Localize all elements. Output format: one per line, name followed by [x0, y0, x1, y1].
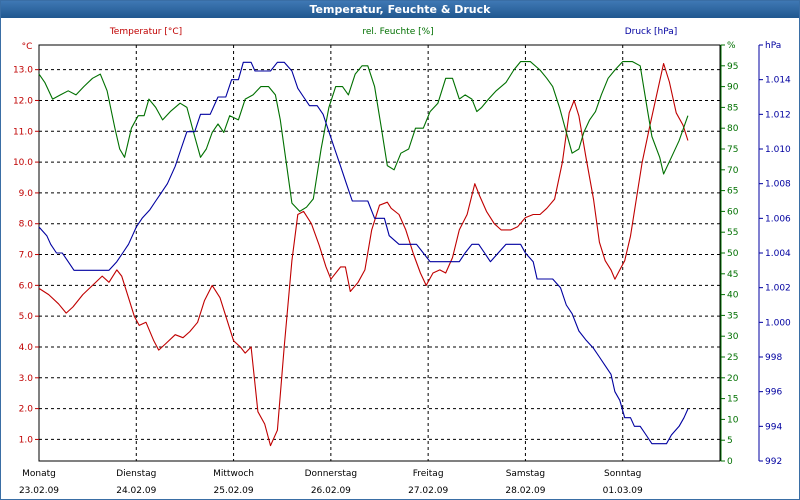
x-day-label: Freitag — [413, 469, 444, 479]
humidity-axis: 0 5 10 15 20 25 30 35 40 45 50 55 60 65 70 75 80 85 90 95% — [720, 41, 739, 467]
temperature-axis: 13.0 12.0 11.0 10.0 9.0 8.0 7.0 6.0 5.0 4.0 3.0 2.0… — [13, 42, 39, 445]
humidity-tick-label: 65 — [727, 187, 738, 197]
temperature-tick-label: 4.0 — [19, 343, 34, 353]
humidity-tick-label: 0 — [727, 457, 733, 467]
humidity-tick-label: 75 — [727, 145, 738, 155]
x-date-label: 25.02.09 — [214, 486, 254, 496]
temperature-tick-label: 2.0 — [19, 405, 34, 415]
humidity-tick-label: 60 — [727, 207, 739, 217]
temperature-tick-label: 8.0 — [19, 220, 34, 230]
window-title: Temperatur, Feuchte & Druck — [1, 1, 799, 18]
temperature-tick-label: 3.0 — [19, 374, 34, 384]
humidity-tick-label: % — [727, 41, 736, 51]
pressure-tick-label: 1.014 — [765, 76, 791, 86]
series-layer — [38, 61, 689, 447]
temperature-tick-label: 11.0 — [13, 127, 33, 137]
temperature-tick-label: 13.0 — [13, 66, 33, 76]
pressure-tick-label: 998 — [765, 353, 782, 363]
humidity-tick-label: 90 — [727, 83, 739, 93]
series-legend: Temperatur [°C] rel. Feuchte [%] Druck [hP… — [109, 27, 677, 37]
humidity-tick-label: 50 — [727, 249, 739, 259]
x-date-label: 26.02.09 — [311, 486, 351, 496]
weather-chart: 13.0 12.0 11.0 10.0 9.0 8.0 7.0 6.0 5.0 4.0 3.0 2.0… — [13, 27, 791, 496]
pressure-axis: 992 994 996 998 1.000 1.002 1.004 1.006 1.008 1.0… — [758, 41, 791, 467]
plot-area — [38, 44, 721, 462]
temperature-tick-label: 7.0 — [19, 251, 34, 261]
humidity-tick-label: 10 — [727, 415, 739, 425]
legend-label-pressure: Druck [hPa] — [625, 27, 678, 37]
legend-label-humidity: rel. Feuchte [%] — [362, 27, 433, 37]
humidity-tick-label: 45 — [727, 270, 738, 280]
x-day-label: Sonntag — [604, 469, 641, 479]
series-line-temperature — [38, 62, 689, 447]
pressure-tick-label: 1.000 — [765, 318, 791, 328]
x-date-label: 27.02.09 — [408, 486, 448, 496]
humidity-tick-label: 85 — [727, 103, 738, 113]
humidity-tick-label: 80 — [727, 124, 739, 134]
pressure-tick-label: 1.006 — [765, 214, 791, 224]
pressure-tick-label: 1.008 — [765, 180, 791, 190]
temperature-tick-label: 6.0 — [19, 281, 34, 291]
series-line-pressure — [38, 61, 689, 445]
legend-label-temperature: Temperatur [°C] — [109, 27, 182, 37]
series-line-humidity — [38, 61, 689, 212]
pressure-tick-label: 1.010 — [765, 145, 791, 155]
humidity-tick-label: 95 — [727, 62, 738, 72]
humidity-tick-label: 20 — [727, 374, 739, 384]
pressure-tick-label: 1.004 — [765, 249, 791, 259]
pressure-tick-label: 996 — [765, 388, 782, 398]
temperature-unit: °C — [22, 42, 33, 52]
x-axis-labels: Monatg 23.02.09 Dienstag 24.02.09 Mittwoch 25… — [19, 469, 643, 496]
x-day-label: Samstag — [506, 469, 545, 479]
temperature-tick-label: 12.0 — [13, 96, 33, 106]
x-day-label: Dienstag — [116, 469, 156, 479]
x-date-label: 28.02.09 — [505, 486, 545, 496]
humidity-tick-label: 40 — [727, 291, 739, 301]
temperature-tick-label: 9.0 — [19, 189, 34, 199]
humidity-tick-label: 5 — [727, 436, 733, 446]
x-date-label: 23.02.09 — [19, 486, 59, 496]
pressure-tick-label: 1.002 — [765, 284, 791, 294]
temperature-tick-label: 1.0 — [19, 435, 34, 445]
x-day-label: Donnerstag — [305, 469, 358, 479]
temperature-tick-label: 5.0 — [19, 312, 34, 322]
humidity-tick-label: 55 — [727, 228, 738, 238]
x-day-label: Monatg — [22, 469, 56, 479]
temperature-tick-label: 10.0 — [13, 158, 33, 168]
pressure-tick-label: hPa — [765, 41, 781, 51]
humidity-tick-label: 35 — [727, 311, 738, 321]
x-day-label: Mittwoch — [213, 469, 254, 479]
x-date-label: 01.03.09 — [603, 486, 643, 496]
pressure-tick-label: 994 — [765, 422, 782, 432]
humidity-tick-label: 25 — [727, 353, 738, 363]
x-date-label: 24.02.09 — [116, 486, 156, 496]
pressure-tick-label: 992 — [765, 457, 782, 467]
humidity-tick-label: 30 — [727, 332, 739, 342]
humidity-tick-label: 15 — [727, 395, 738, 405]
pressure-tick-label: 1.012 — [765, 110, 791, 120]
humidity-tick-label: 70 — [727, 166, 739, 176]
